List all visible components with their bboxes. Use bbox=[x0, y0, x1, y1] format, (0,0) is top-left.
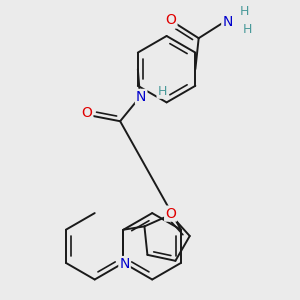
Text: H: H bbox=[243, 23, 252, 36]
Text: O: O bbox=[166, 14, 176, 28]
Text: N: N bbox=[119, 257, 130, 271]
Text: O: O bbox=[165, 207, 176, 220]
Text: N: N bbox=[222, 15, 233, 28]
Text: N: N bbox=[136, 90, 146, 104]
Text: H: H bbox=[239, 5, 249, 18]
Text: H: H bbox=[158, 85, 167, 98]
Text: O: O bbox=[82, 106, 92, 121]
